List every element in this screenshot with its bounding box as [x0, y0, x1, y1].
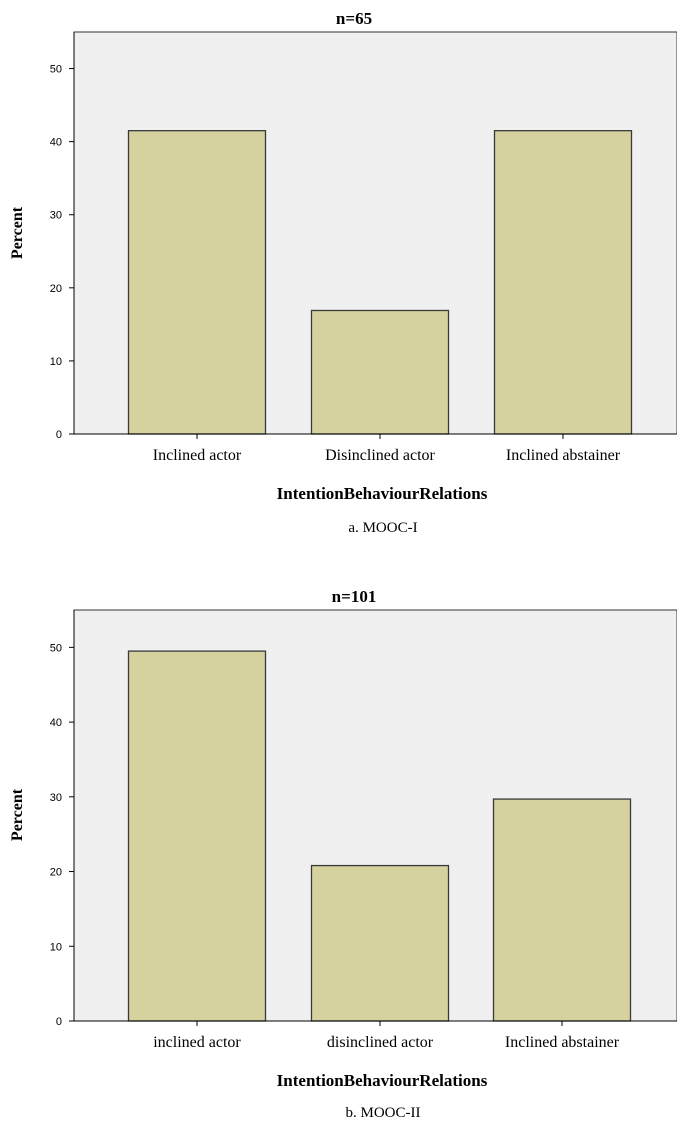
y-axis: 0 10 20 30 40 50 [50, 32, 75, 441]
x-tick-label: inclined actor [153, 1034, 241, 1051]
y-tick-label: 10 [50, 941, 62, 953]
y-tick-label: 30 [50, 792, 62, 804]
chart-caption: a. MOOC-I [348, 520, 417, 536]
bars [127, 650, 632, 1022]
bar-3 [492, 798, 632, 1022]
x-axis: Inclined actor Disinclined actor Inclined … [74, 433, 677, 464]
y-tick-label: 20 [50, 867, 62, 879]
chart-mooc-1: n=65 0 10 20 30 40 50 Inclined actor Disinclin… [9, 9, 677, 536]
y-tick-label: 10 [50, 356, 62, 368]
y-tick-label: 20 [50, 283, 62, 295]
x-tick-label: Inclined actor [153, 447, 242, 464]
chart-title: n=101 [332, 587, 377, 606]
chart-caption: b. MOOC-II [346, 1105, 421, 1121]
x-axis: inclined actor disinclined actor Inclined … [74, 1020, 677, 1051]
y-tick-label: 30 [50, 210, 62, 222]
bar-2 [310, 864, 450, 1022]
chart-title: n=65 [336, 9, 372, 28]
y-tick-label: 0 [56, 1016, 62, 1028]
chart-mooc-2: n=101 0 10 20 30 40 50 inclined actor disincli… [9, 587, 677, 1121]
y-axis: 0 10 20 30 40 50 [50, 610, 75, 1028]
x-tick-label: disinclined actor [327, 1034, 434, 1051]
y-tick-label: 40 [50, 137, 62, 149]
y-axis-label: Percent [9, 788, 26, 841]
bar-1 [127, 650, 267, 1022]
x-axis-label: IntentionBehaviourRelations [277, 1071, 488, 1090]
y-axis-label: Percent [9, 206, 26, 259]
x-tick-label: Disinclined actor [325, 447, 435, 464]
bar-2 [310, 309, 450, 435]
bar-1 [127, 130, 267, 435]
x-tick-label: Inclined abstainer [506, 447, 621, 464]
y-tick-label: 0 [56, 429, 62, 441]
x-tick-label: Inclined abstainer [505, 1034, 620, 1051]
y-tick-label: 50 [50, 642, 62, 654]
y-tick-label: 50 [50, 64, 62, 76]
x-axis-label: IntentionBehaviourRelations [277, 484, 488, 503]
y-tick-label: 40 [50, 717, 62, 729]
bar-3 [493, 130, 633, 435]
